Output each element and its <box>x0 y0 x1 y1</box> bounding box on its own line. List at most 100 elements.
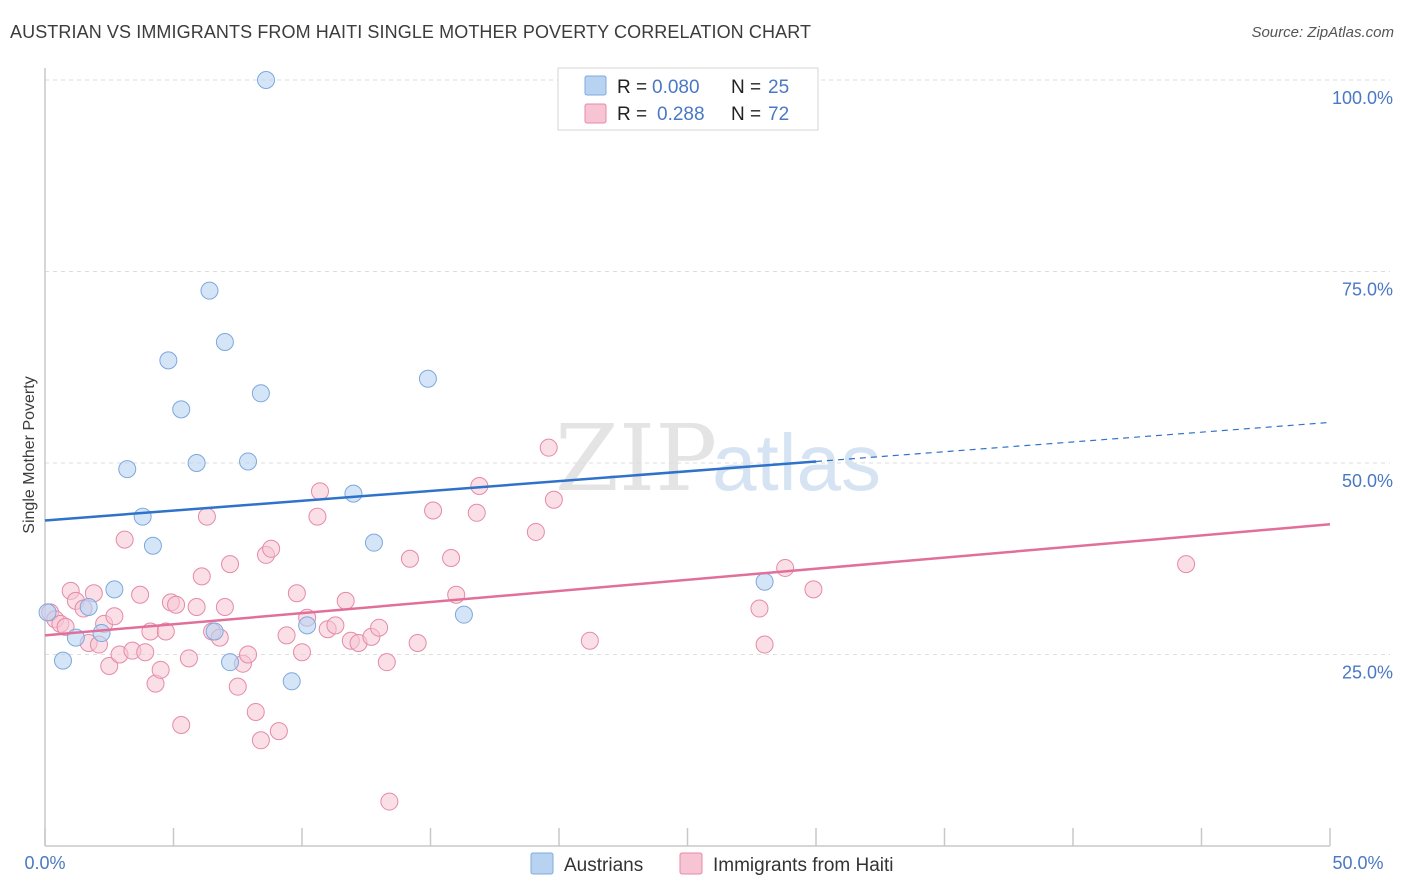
point-austrians <box>105 580 124 599</box>
point-haiti <box>287 584 306 603</box>
point-haiti <box>750 599 769 618</box>
x-tick-label-min: 0.0% <box>24 853 65 873</box>
point-austrians <box>133 507 152 526</box>
legend-r-value: 0.080 <box>652 77 700 98</box>
source-label: Source: ZipAtlas.com <box>1251 24 1394 41</box>
point-austrians <box>159 351 178 370</box>
point-austrians <box>344 484 363 503</box>
point-haiti <box>105 607 124 626</box>
point-austrians <box>364 533 383 552</box>
point-austrians <box>53 651 72 670</box>
point-haiti <box>151 660 170 679</box>
point-haiti <box>467 503 486 522</box>
point-haiti <box>262 539 281 558</box>
x-axis-ticks <box>44 828 1331 846</box>
point-austrians <box>454 605 473 624</box>
point-austrians <box>187 454 206 472</box>
legend-n-label: N = <box>731 77 761 98</box>
point-haiti <box>442 548 461 567</box>
point-austrians <box>205 622 224 641</box>
point-haiti <box>336 591 355 610</box>
legend-swatch-haiti <box>584 103 607 124</box>
point-haiti <box>400 549 419 568</box>
point-haiti <box>310 482 329 501</box>
point-austrians <box>251 384 270 403</box>
point-austrians <box>118 460 137 479</box>
point-haiti <box>246 702 265 721</box>
legend-bottom-austrians: Austrians <box>564 855 643 876</box>
chart-title: AUSTRIAN VS IMMIGRANTS FROM HAITI SINGLE… <box>10 22 812 42</box>
point-haiti <box>293 643 311 662</box>
legend-r-value: 0.288 <box>657 104 705 125</box>
point-austrians <box>38 603 57 622</box>
point-haiti <box>156 622 175 641</box>
y-axis-tick-labels: 25.0% 50.0% 75.0% 100.0% <box>1332 88 1393 683</box>
legend-bottom-swatch-haiti <box>679 852 703 875</box>
legend-swatch-austrians <box>584 75 607 96</box>
point-haiti <box>804 580 823 599</box>
x-tick-label-max: 50.0% <box>1332 853 1383 873</box>
point-austrians <box>282 672 301 691</box>
point-austrians <box>755 572 774 591</box>
trend-line-haiti <box>44 523 1331 637</box>
point-haiti <box>308 507 327 526</box>
point-haiti <box>408 634 427 653</box>
point-austrians <box>172 400 191 419</box>
legend-n-label: N = <box>731 104 761 125</box>
watermark: ZIP atlas <box>555 405 881 512</box>
point-haiti <box>326 616 345 635</box>
trend-line-austrians-extension <box>815 421 1331 463</box>
point-haiti <box>269 722 288 741</box>
point-haiti <box>377 653 396 672</box>
point-austrians <box>257 71 276 89</box>
point-haiti <box>380 792 399 811</box>
watermark-zip: ZIP <box>555 405 717 512</box>
y-tick-label: 75.0% <box>1342 280 1393 300</box>
point-haiti <box>539 438 558 457</box>
point-austrians <box>200 281 219 300</box>
point-haiti <box>179 649 198 668</box>
point-austrians <box>215 332 234 351</box>
point-haiti <box>424 501 443 520</box>
point-haiti <box>187 598 206 617</box>
point-haiti <box>544 490 563 509</box>
point-haiti <box>370 618 389 637</box>
point-haiti <box>215 598 234 617</box>
y-tick-label: 100.0% <box>1332 88 1393 108</box>
trend-lines <box>44 421 1331 637</box>
trend-line-austrians <box>44 460 817 522</box>
point-austrians <box>298 616 317 635</box>
legend-bottom: Austrians Immigrants from Haiti <box>530 852 894 876</box>
point-haiti <box>136 643 155 662</box>
legend-top: R = 0.080 N = 25 R = 0.288 N = 72 <box>557 67 819 131</box>
point-haiti <box>277 626 296 645</box>
point-austrians <box>79 598 98 617</box>
series-haiti-points <box>41 438 1196 811</box>
point-haiti <box>221 555 240 574</box>
y-tick-label: 50.0% <box>1342 471 1393 491</box>
legend-bottom-haiti: Immigrants from Haiti <box>713 855 894 876</box>
point-austrians <box>239 452 258 471</box>
point-haiti <box>580 631 599 650</box>
point-haiti <box>526 522 545 541</box>
point-haiti <box>115 530 134 549</box>
legend-bottom-swatch-austrians <box>530 852 554 875</box>
point-haiti <box>1177 555 1196 574</box>
point-haiti <box>251 731 270 750</box>
point-haiti <box>172 715 191 734</box>
point-austrians <box>143 536 162 555</box>
point-austrians <box>92 624 111 643</box>
y-tick-label: 25.0% <box>1342 663 1393 683</box>
point-austrians <box>221 653 240 672</box>
point-austrians <box>418 369 437 388</box>
point-haiti <box>755 635 774 654</box>
point-haiti <box>197 507 216 526</box>
legend-r-label: R = <box>617 104 647 125</box>
series-austrians-points <box>38 71 774 691</box>
legend-r-label: R = <box>617 77 647 98</box>
point-haiti <box>192 567 211 586</box>
legend-n-value: 72 <box>768 104 789 125</box>
point-haiti <box>776 558 795 577</box>
legend-n-value: 25 <box>768 77 789 98</box>
